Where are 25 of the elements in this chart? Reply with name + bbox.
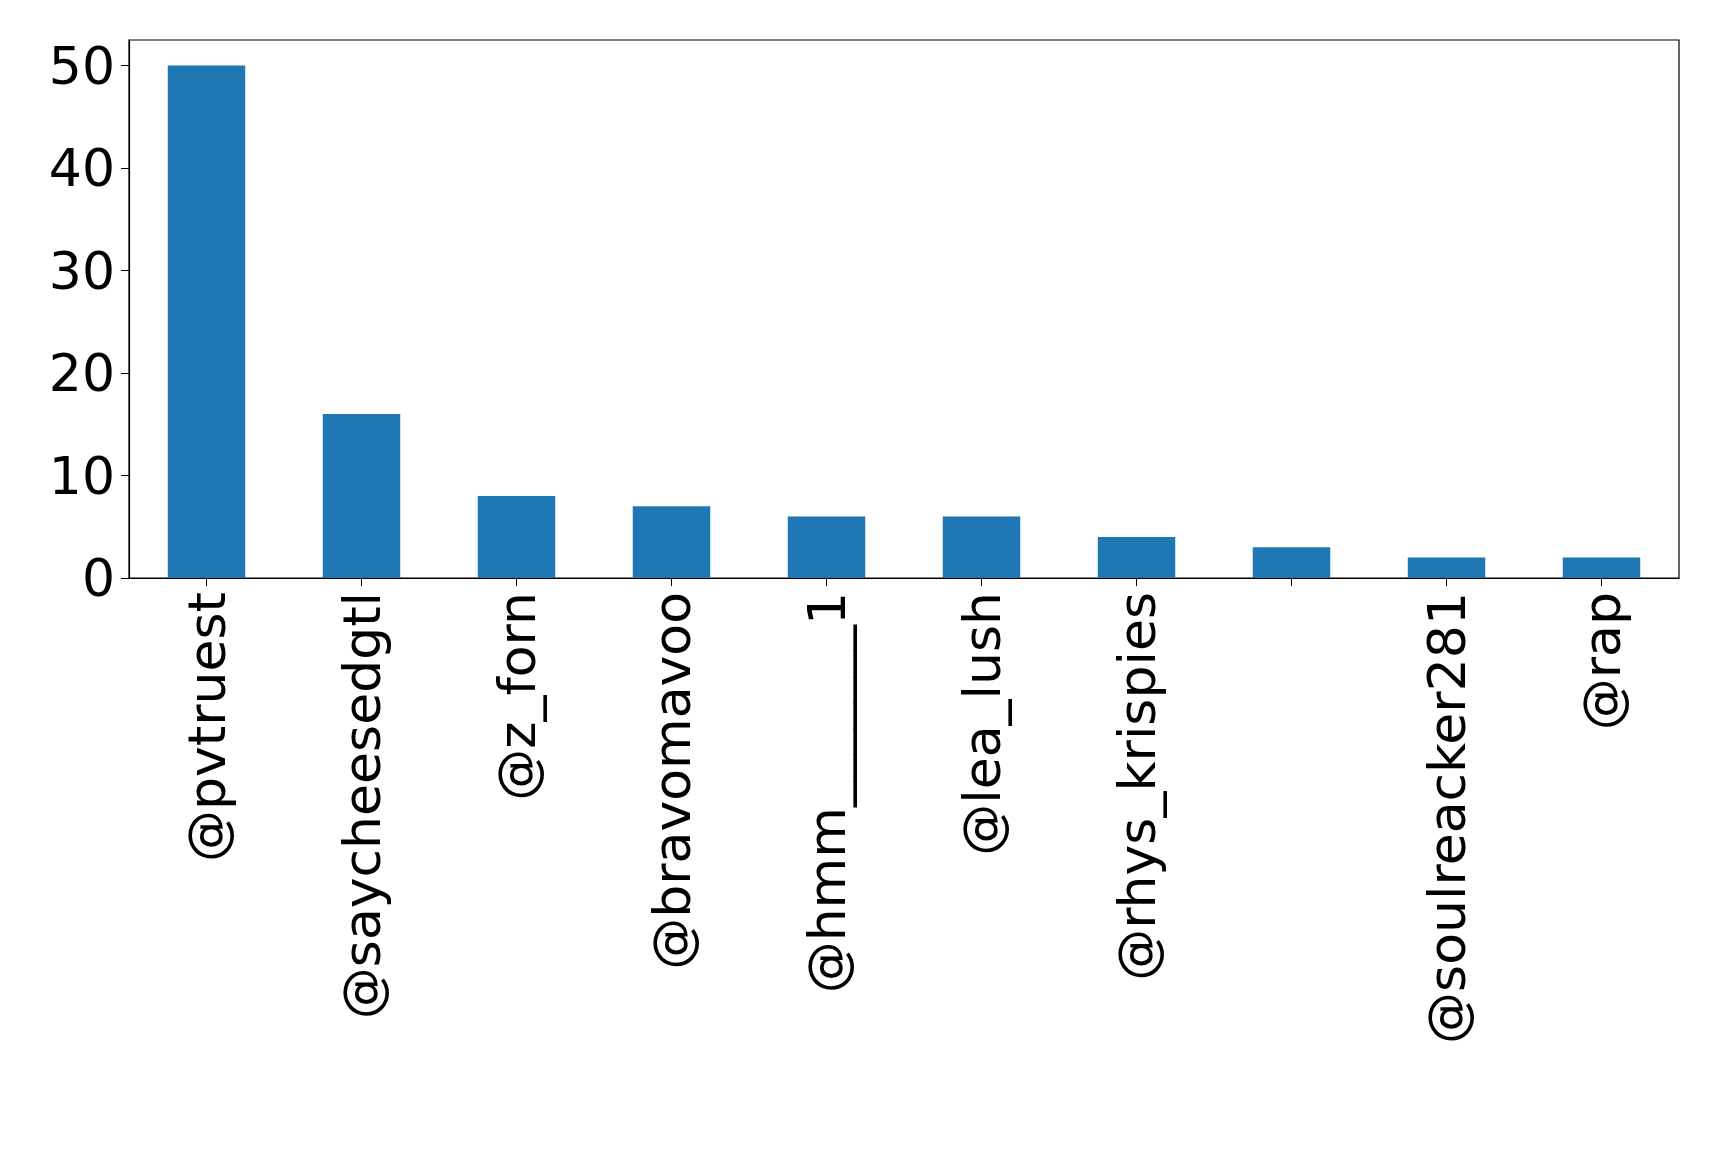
- y-tick-label: 20: [48, 343, 115, 404]
- bar: [167, 65, 246, 578]
- y-tick-label: 50: [48, 35, 115, 96]
- x-tick-label: @pvtruest: [176, 592, 237, 862]
- bar: [1252, 547, 1331, 578]
- x-tick-label: @saycheesedgtl: [331, 592, 392, 1020]
- x-tick-label: @hmm_______1: [796, 592, 857, 994]
- y-tick-label: 40: [48, 138, 115, 199]
- bar: [942, 516, 1021, 578]
- bar: [322, 414, 401, 578]
- x-tick-label: @rhys_krispies: [1106, 592, 1167, 981]
- x-tick-label: @z_forn: [486, 592, 547, 801]
- bar: [477, 496, 556, 578]
- bar: [1407, 557, 1486, 578]
- x-tick-label: @soulreacker281: [1416, 592, 1477, 1044]
- y-tick-label: 30: [48, 240, 115, 301]
- bar: [787, 516, 866, 578]
- x-tick-label: @lea_lush: [951, 592, 1012, 856]
- x-tick-label: @rap: [1571, 592, 1632, 731]
- bar: [1097, 537, 1176, 578]
- bar: [632, 506, 711, 578]
- bar: [1562, 557, 1641, 578]
- y-tick-label: 10: [48, 445, 115, 506]
- y-tick-label: 0: [81, 548, 115, 608]
- x-tick-label: @bravomavoo: [641, 592, 702, 970]
